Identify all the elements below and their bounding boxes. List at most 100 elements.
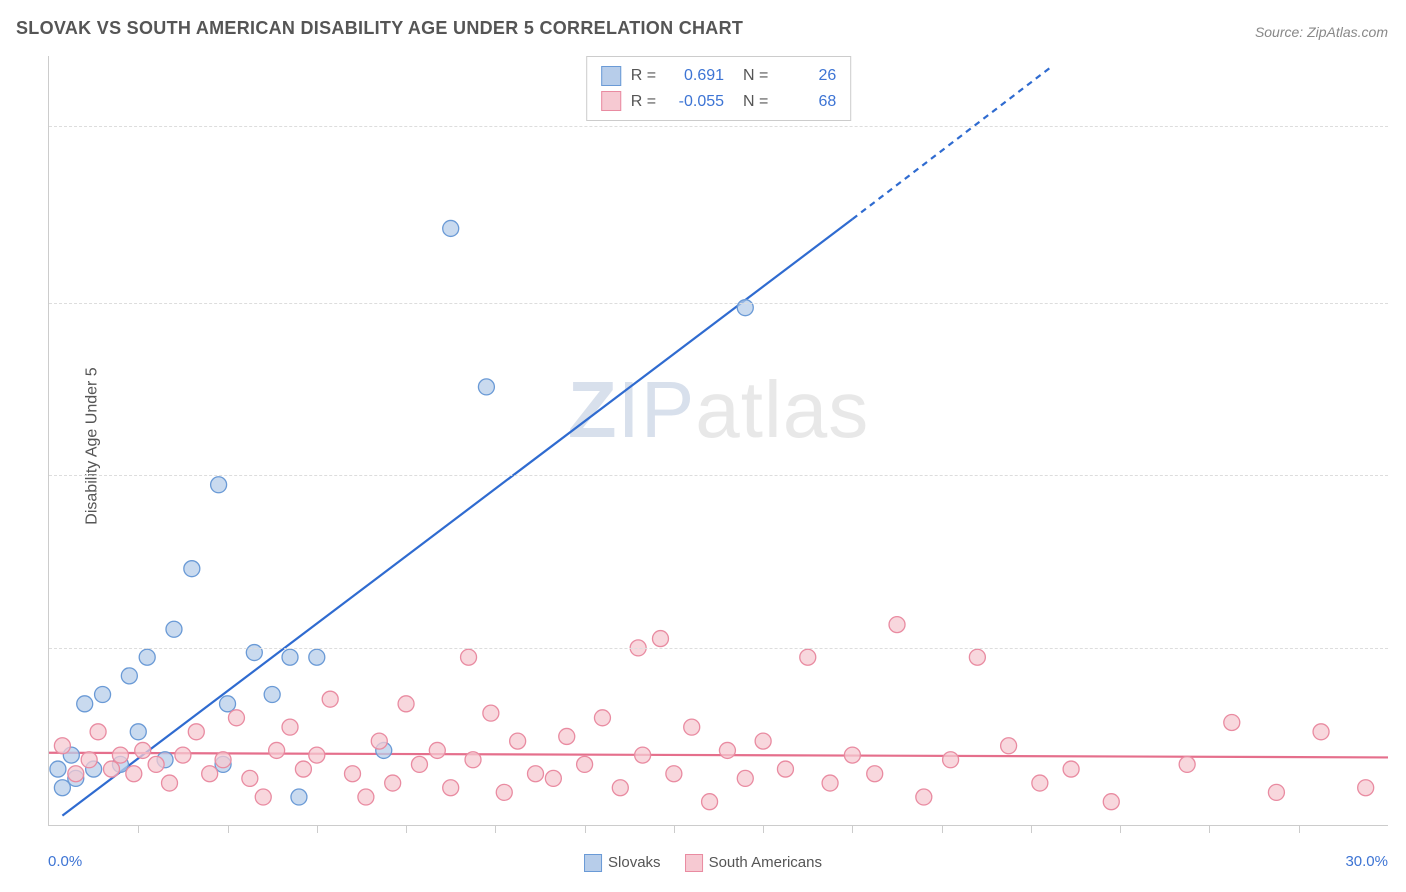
series-legend: Slovaks South Americans	[584, 854, 822, 872]
scatter-point	[90, 724, 106, 740]
n-value-slovaks: 26	[778, 63, 836, 89]
scatter-point	[309, 747, 325, 763]
scatter-point	[652, 631, 668, 647]
scatter-point	[969, 649, 985, 665]
legend-item-slovaks: Slovaks	[584, 854, 661, 872]
scatter-point	[719, 742, 735, 758]
scatter-point	[737, 770, 753, 786]
scatter-point	[166, 621, 182, 637]
regression-line	[62, 219, 852, 816]
x-axis-max-label: 30.0%	[1345, 853, 1388, 870]
scatter-point	[264, 687, 280, 703]
scatter-point	[483, 705, 499, 721]
scatter-point	[77, 696, 93, 712]
scatter-point	[545, 770, 561, 786]
scatter-point	[465, 752, 481, 768]
scatter-point	[822, 775, 838, 791]
y-tick-label: 11.2%	[1393, 294, 1406, 311]
x-tick	[585, 825, 586, 833]
y-tick-label: 15.0%	[1393, 117, 1406, 134]
x-tick	[406, 825, 407, 833]
scatter-point	[228, 710, 244, 726]
gridline	[49, 475, 1388, 476]
scatter-point	[800, 649, 816, 665]
scatter-point	[510, 733, 526, 749]
scatter-point	[130, 724, 146, 740]
scatter-point	[135, 742, 151, 758]
x-tick	[942, 825, 943, 833]
scatter-point	[478, 379, 494, 395]
scatter-point	[139, 649, 155, 665]
scatter-point	[184, 561, 200, 577]
scatter-point	[1001, 738, 1017, 754]
scatter-point	[1179, 756, 1195, 772]
x-tick	[763, 825, 764, 833]
x-axis-min-label: 0.0%	[48, 853, 82, 870]
y-tick-label: 7.5%	[1393, 466, 1406, 483]
scatter-point	[916, 789, 932, 805]
scatter-point	[309, 649, 325, 665]
swatch-south-americans-icon	[685, 854, 703, 872]
scatter-point	[496, 784, 512, 800]
x-tick	[1120, 825, 1121, 833]
scatter-point	[211, 477, 227, 493]
scatter-point	[126, 766, 142, 782]
n-value-south-americans: 68	[778, 89, 836, 115]
scatter-point	[371, 733, 387, 749]
scatter-point	[612, 780, 628, 796]
scatter-point	[443, 220, 459, 236]
scatter-point	[358, 789, 374, 805]
regression-line-dashed	[852, 65, 1053, 219]
r-value-slovaks: 0.691	[666, 63, 724, 89]
scatter-point	[295, 761, 311, 777]
x-tick	[228, 825, 229, 833]
scatter-point	[291, 789, 307, 805]
plot-area: ZIPatlas R = 0.691 N = 26 R = -0.055 N =…	[48, 56, 1388, 826]
scatter-point	[398, 696, 414, 712]
scatter-point	[943, 752, 959, 768]
x-tick	[495, 825, 496, 833]
scatter-point	[666, 766, 682, 782]
x-tick	[138, 825, 139, 833]
scatter-point	[50, 761, 66, 777]
scatter-point	[103, 761, 119, 777]
scatter-point	[242, 770, 258, 786]
scatter-point	[68, 766, 84, 782]
scatter-point	[175, 747, 191, 763]
scatter-point	[1103, 794, 1119, 810]
scatter-point	[1358, 780, 1374, 796]
scatter-point	[777, 761, 793, 777]
scatter-point	[594, 710, 610, 726]
scatter-point	[81, 752, 97, 768]
scatter-point	[215, 752, 231, 768]
legend-row-slovaks: R = 0.691 N = 26	[601, 63, 837, 89]
scatter-point	[844, 747, 860, 763]
scatter-point	[461, 649, 477, 665]
scatter-point	[282, 719, 298, 735]
x-tick	[852, 825, 853, 833]
scatter-point	[411, 756, 427, 772]
correlation-legend: R = 0.691 N = 26 R = -0.055 N = 68	[586, 56, 852, 121]
x-tick	[1299, 825, 1300, 833]
gridline	[49, 303, 1388, 304]
x-tick	[1031, 825, 1032, 833]
scatter-point	[202, 766, 218, 782]
scatter-point	[282, 649, 298, 665]
scatter-point	[255, 789, 271, 805]
scatter-point	[443, 780, 459, 796]
scatter-point	[1032, 775, 1048, 791]
scatter-point	[755, 733, 771, 749]
scatter-point	[220, 696, 236, 712]
scatter-svg	[49, 56, 1388, 825]
scatter-point	[635, 747, 651, 763]
scatter-point	[112, 747, 128, 763]
legend-item-south-americans: South Americans	[685, 854, 822, 872]
scatter-point	[867, 766, 883, 782]
x-tick	[317, 825, 318, 833]
scatter-point	[269, 742, 285, 758]
x-tick	[674, 825, 675, 833]
legend-swatch-south-americans	[601, 91, 621, 111]
scatter-point	[188, 724, 204, 740]
scatter-point	[54, 738, 70, 754]
scatter-point	[95, 687, 111, 703]
